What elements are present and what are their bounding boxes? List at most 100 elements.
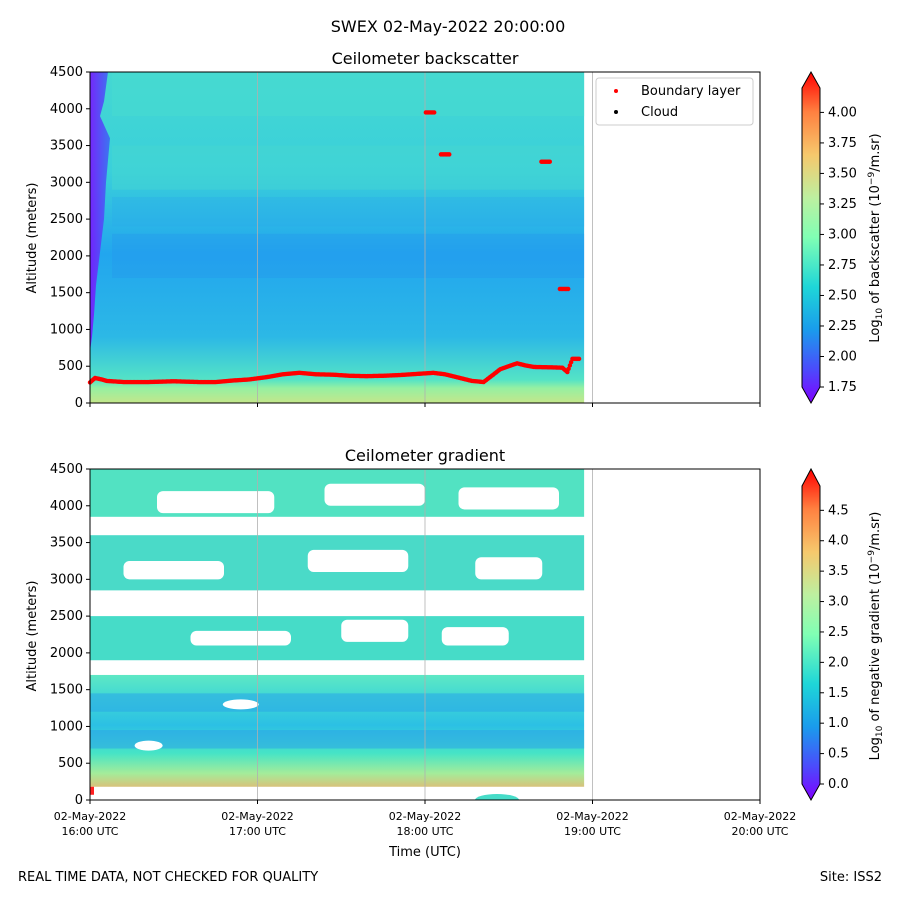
boundary-layer-point	[568, 359, 574, 365]
colorbar-tick-label: 3.25	[828, 197, 857, 212]
y-tick-label: 3500	[50, 139, 83, 154]
colorbar-tick-label: 2.75	[828, 258, 857, 273]
gradient-y-ticks: 0 500 1000 1500 2000 2500 3000 3500 4000 4500	[50, 462, 90, 808]
x-tick-date: 02-May-2022	[54, 810, 126, 823]
gradient-x-ticks: 02-May-2022 16:00 UTC 02-May-2022 17:00 UTC…	[54, 800, 796, 838]
y-tick-label: 1500	[50, 683, 83, 698]
backscatter-colorbar-ticks: 1.75 2.00 2.25 2.50 2.75 3.00 3.25 3.50 3.75 4.00	[820, 105, 857, 395]
gradient-y-label: Altitude (meters)	[25, 581, 40, 692]
backscatter-texture	[112, 72, 585, 278]
y-tick-label: 500	[58, 756, 83, 771]
colorbar-tick-label: 2.50	[828, 288, 857, 303]
quality-disclaimer: REAL TIME DATA, NOT CHECKED FOR QUALITY	[18, 870, 319, 885]
y-tick-label: 2000	[50, 646, 83, 661]
colorbar-tick-label: 2.0	[828, 655, 849, 670]
gradient-colorbar-ticks: 0.0 0.5 1.0 1.5 2.0 2.5 3.0 3.5 4.0 4.5	[820, 503, 849, 792]
backscatter-colorbar-label: Log10 of backscatter (10−9/m.sr)	[867, 133, 885, 342]
y-tick-label: 0	[75, 793, 83, 808]
y-tick-label: 4500	[50, 65, 83, 80]
x-tick-date: 02-May-2022	[556, 810, 628, 823]
legend-marker-boundary-layer	[614, 89, 618, 93]
colorbar-tick-label: 3.0	[828, 595, 849, 610]
gradient-gap	[190, 630, 291, 646]
colorbar-tick-label: 2.5	[828, 625, 849, 640]
x-tick-time: 18:00 UTC	[396, 825, 453, 838]
y-tick-label: 3000	[50, 572, 83, 587]
y-tick-label: 1500	[50, 286, 83, 301]
backscatter-field	[90, 72, 585, 403]
y-tick-label: 1000	[50, 719, 83, 734]
gradient-gap	[324, 483, 425, 506]
x-tick-date: 02-May-2022	[389, 810, 461, 823]
colorbar-tick-label: 3.00	[828, 227, 857, 242]
gradient-surface-patch	[475, 794, 520, 800]
backscatter-x-ticks	[89, 403, 761, 407]
gradient-gap	[475, 557, 543, 580]
figure-title: SWEX 02-May-2022 20:00:00	[331, 17, 566, 36]
gradient-colorbar: 0.0 0.5 1.0 1.5 2.0 2.5 3.0 3.5 4.0 4.5 Log10 of …	[801, 467, 885, 802]
boundary-layer-point	[432, 110, 437, 115]
boundary-layer-point	[566, 286, 571, 292]
backscatter-colorbar: 1.75 2.00 2.25 2.50 2.75 3.00 3.25 3.50 3.75 4.00…	[801, 70, 885, 405]
gradient-band	[90, 730, 585, 749]
boundary-layer-point	[447, 152, 452, 157]
gradient-band	[90, 693, 585, 712]
y-tick-label: 2500	[50, 212, 83, 227]
colorbar-tick-label: 4.00	[828, 105, 857, 120]
gradient-x-label: Time (UTC)	[388, 845, 461, 860]
gradient-gap	[458, 487, 559, 510]
gradient-gridlines	[257, 469, 593, 800]
y-tick-label: 2000	[50, 249, 83, 264]
y-tick-label: 1000	[50, 322, 83, 337]
backscatter-panel: Ceilometer backscatter 0 500 1000 1500 2000 2…	[25, 49, 885, 411]
gradient-gap	[307, 549, 409, 572]
boundary-layer-point	[566, 366, 571, 371]
gradient-title: Ceilometer gradient	[345, 446, 505, 465]
colorbar-tick-label: 0.5	[828, 747, 849, 762]
gradient-panel: Ceilometer gradient 0 500 1000 1500 2000 2500…	[25, 446, 885, 860]
backscatter-y-ticks: 0 500 1000 1500 2000 2500 3000 3500 4000 4500	[50, 65, 90, 411]
boundary-layer-point	[576, 356, 582, 362]
boundary-layer-point	[567, 363, 573, 368]
backscatter-band	[112, 197, 585, 227]
x-tick-time: 17:00 UTC	[229, 825, 286, 838]
boundary-layer-point	[565, 369, 570, 375]
backscatter-band	[112, 72, 585, 117]
colorbar-tick-label: 0.0	[828, 777, 849, 792]
gradient-colorbar-label: Log10 of negative gradient (10−9/m.sr)	[867, 512, 885, 761]
backscatter-colorbar-bar	[801, 70, 821, 405]
y-tick-label: 500	[58, 359, 83, 374]
legend: Boundary layer Cloud	[595, 77, 754, 126]
colorbar-tick-label: 3.75	[828, 136, 857, 151]
colorbar-tick-label: 3.5	[828, 564, 849, 579]
colorbar-tick-label: 2.25	[828, 319, 857, 334]
colorbar-tick-label: 4.0	[828, 534, 849, 549]
gradient-gap	[134, 740, 163, 751]
gradient-layer	[90, 616, 585, 661]
legend-marker-cloud	[614, 110, 618, 114]
gradient-gap	[157, 491, 275, 514]
colorbar-tick-label: 1.5	[828, 686, 849, 701]
x-tick-time: 19:00 UTC	[564, 825, 621, 838]
y-tick-label: 4000	[50, 102, 83, 117]
boundary-layer-series	[87, 110, 582, 385]
x-tick-date: 02-May-2022	[724, 810, 796, 823]
y-tick-label: 3500	[50, 536, 83, 551]
gradient-gap	[123, 560, 224, 580]
colorbar-tick-label: 1.75	[828, 380, 857, 395]
gradient-surface-mark	[90, 786, 94, 795]
legend-label-boundary-layer: Boundary layer	[641, 84, 741, 99]
colorbar-tick-label: 4.5	[828, 503, 849, 518]
y-tick-label: 4500	[50, 462, 83, 477]
y-tick-label: 2500	[50, 609, 83, 624]
gradient-gap	[222, 699, 259, 710]
x-tick-time: 16:00 UTC	[61, 825, 118, 838]
legend-label-cloud: Cloud	[641, 105, 678, 120]
y-tick-label: 4000	[50, 499, 83, 514]
y-tick-label: 3000	[50, 175, 83, 190]
gradient-gap	[441, 627, 509, 646]
backscatter-band	[112, 233, 585, 278]
backscatter-y-label: Altitude (meters)	[25, 183, 40, 294]
colorbar-tick-label: 1.0	[828, 716, 849, 731]
